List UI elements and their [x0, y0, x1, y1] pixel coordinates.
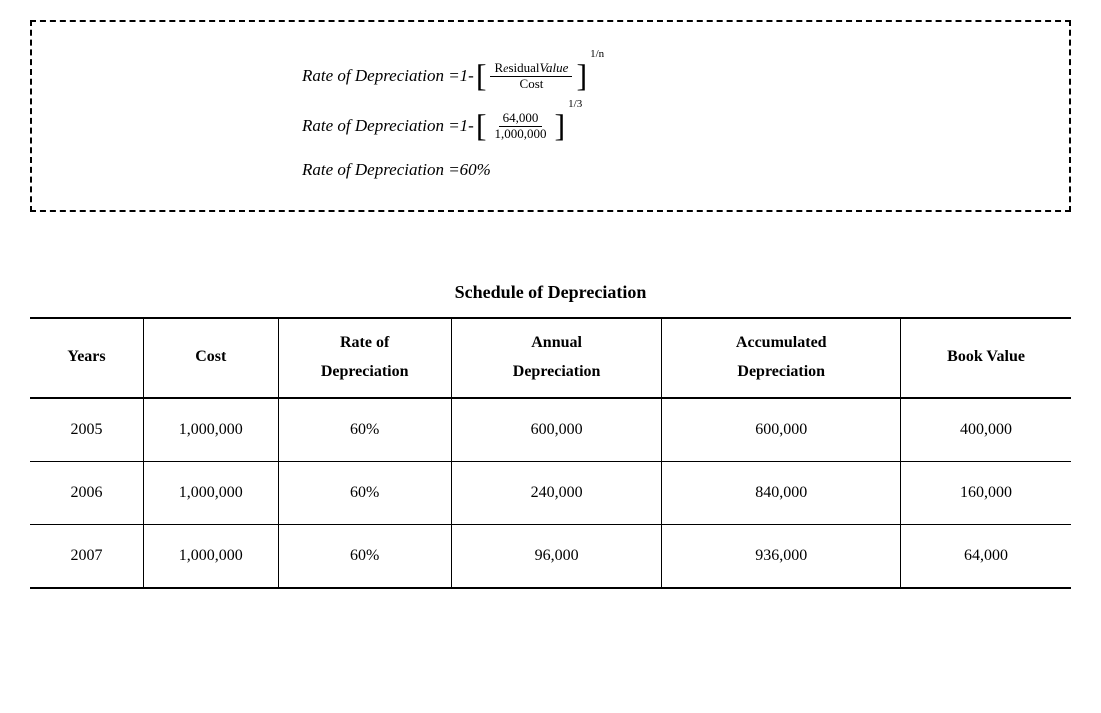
cell-annual: 600,000 [451, 398, 662, 462]
left-bracket-icon: [ [476, 109, 487, 141]
cell-accum: 600,000 [662, 398, 901, 462]
cell-years: 2006 [30, 461, 144, 524]
exponent: 1/3 [568, 98, 582, 110]
cell-accum: 840,000 [662, 461, 901, 524]
cell-years: 2007 [30, 524, 144, 588]
table-header-row: Years Cost Rate ofDepreciation AnnualDep… [30, 318, 1071, 398]
formula-label: Rate of Depreciation =1- [302, 66, 474, 86]
cell-book: 400,000 [901, 398, 1071, 462]
fraction-numerator: 64,000 [499, 111, 543, 126]
col-header-annual: AnnualDepreciation [451, 318, 662, 398]
col-header-rate: Rate ofDepreciation [278, 318, 451, 398]
exponent: 1/n [590, 48, 604, 60]
table-row: 2005 1,000,000 60% 600,000 600,000 400,0… [30, 398, 1071, 462]
cell-cost: 1,000,000 [144, 461, 278, 524]
col-header-cost: Cost [144, 318, 278, 398]
cell-cost: 1,000,000 [144, 524, 278, 588]
table-title: Schedule of Depreciation [30, 282, 1071, 303]
cell-rate: 60% [278, 461, 451, 524]
table-row: 2007 1,000,000 60% 96,000 936,000 64,000 [30, 524, 1071, 588]
table-row: 2006 1,000,000 60% 240,000 840,000 160,0… [30, 461, 1071, 524]
cell-accum: 936,000 [662, 524, 901, 588]
left-bracket-icon: [ [476, 59, 487, 91]
right-bracket-icon: ] [554, 109, 565, 141]
col-header-accum: AccumulatedDepreciation [662, 318, 901, 398]
formula-result: Rate of Depreciation =60% [302, 160, 1029, 180]
cell-rate: 60% [278, 524, 451, 588]
fraction-symbolic: ResidualValue Cost [490, 61, 572, 91]
fraction-numeric: 64,000 1,000,000 [490, 111, 550, 141]
fraction-denominator: 1,000,000 [490, 127, 550, 141]
cell-rate: 60% [278, 398, 451, 462]
cell-book: 160,000 [901, 461, 1071, 524]
fraction-numerator: ResidualValue [490, 61, 572, 76]
col-header-years: Years [30, 318, 144, 398]
cell-book: 64,000 [901, 524, 1071, 588]
depreciation-table: Years Cost Rate ofDepreciation AnnualDep… [30, 317, 1071, 589]
fraction-denominator: Cost [516, 77, 548, 91]
cell-annual: 96,000 [451, 524, 662, 588]
cell-cost: 1,000,000 [144, 398, 278, 462]
col-header-book: Book Value [901, 318, 1071, 398]
formula-label: Rate of Depreciation =1- [302, 116, 474, 136]
cell-years: 2005 [30, 398, 144, 462]
right-bracket-icon: ] [576, 59, 587, 91]
formula-numeric: Rate of Depreciation =1- [ 64,000 1,000,… [302, 110, 1029, 142]
cell-annual: 240,000 [451, 461, 662, 524]
formula-symbolic: Rate of Depreciation =1- [ ResidualValue… [302, 60, 1029, 92]
formula-box: Rate of Depreciation =1- [ ResidualValue… [30, 20, 1071, 212]
